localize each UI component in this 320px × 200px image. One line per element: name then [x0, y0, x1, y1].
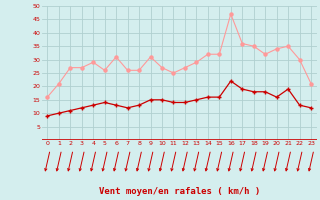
Text: Vent moyen/en rafales ( km/h ): Vent moyen/en rafales ( km/h ): [99, 187, 260, 196]
